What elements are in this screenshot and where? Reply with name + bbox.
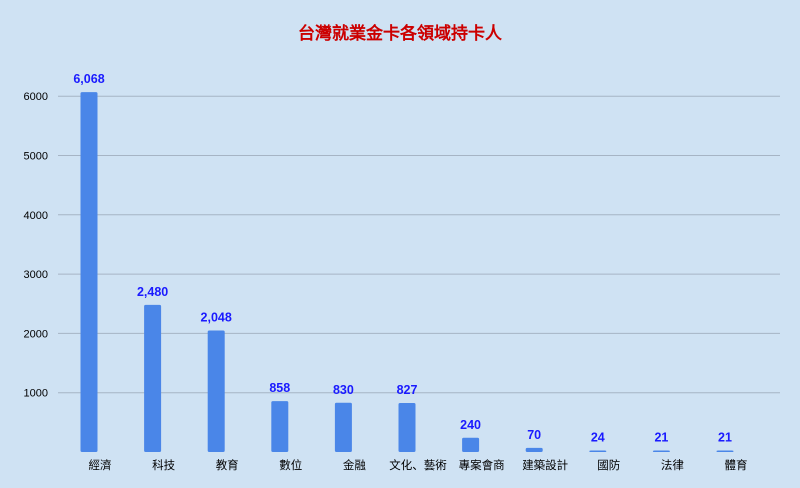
y-tick-label: 1000 [24, 388, 48, 400]
bar-value-label: 858 [269, 381, 290, 395]
x-category-label: 國防 [597, 458, 620, 472]
bar [462, 437, 480, 452]
y-tick-label: 3000 [24, 269, 48, 281]
bar [144, 304, 162, 452]
bar-value-label: 70 [527, 428, 541, 442]
bar-value-label: 2,480 [137, 285, 168, 299]
bar-value-label: 240 [460, 418, 481, 432]
bar-value-label: 21 [718, 431, 732, 445]
x-axis-labels: 經濟 科技 教育 數位 金融 文化、藝術 專案會商 建築設計 國防 法律 體育 [89, 458, 748, 472]
x-category-label: 文化、藝術 [389, 458, 447, 472]
x-category-label: 科技 [152, 458, 175, 472]
y-tick-label: 5000 [24, 151, 48, 163]
bar [271, 401, 289, 452]
bars [80, 92, 734, 452]
bar-value-label: 24 [591, 431, 605, 445]
bar-value-label: 21 [654, 431, 668, 445]
chart-title: 台灣就業金卡各領域持卡人 [298, 23, 503, 44]
bar [589, 450, 607, 452]
bar [525, 447, 543, 452]
bar-value-label: 6,068 [73, 72, 104, 86]
y-tick-label: 6000 [24, 91, 48, 103]
gridlines [58, 95, 780, 394]
y-tick-label: 4000 [24, 210, 48, 222]
x-category-label: 經濟 [89, 458, 112, 472]
x-category-label: 建築設計 [522, 458, 568, 472]
bar-value-label: 2,048 [201, 311, 232, 325]
bar-value-label: 827 [397, 383, 418, 397]
bar [716, 450, 734, 452]
value-labels: 6,068 2,480 2,048 858 830 827 240 70 24 21 21 [73, 72, 732, 444]
bar [207, 330, 225, 452]
bar-value-label: 830 [333, 383, 354, 397]
x-category-label: 法律 [661, 458, 684, 472]
y-tick-label: 2000 [24, 328, 48, 340]
bar [652, 450, 670, 452]
bar [80, 92, 98, 452]
bar [334, 402, 352, 452]
y-axis-ticks: 1000 2000 3000 4000 5000 6000 [24, 91, 48, 400]
x-category-label: 專案會商 [459, 458, 505, 472]
x-category-label: 體育 [725, 458, 748, 472]
bar [398, 402, 416, 452]
x-category-label: 教育 [216, 458, 239, 472]
x-category-label: 數位 [279, 458, 302, 472]
x-category-label: 金融 [343, 458, 366, 472]
